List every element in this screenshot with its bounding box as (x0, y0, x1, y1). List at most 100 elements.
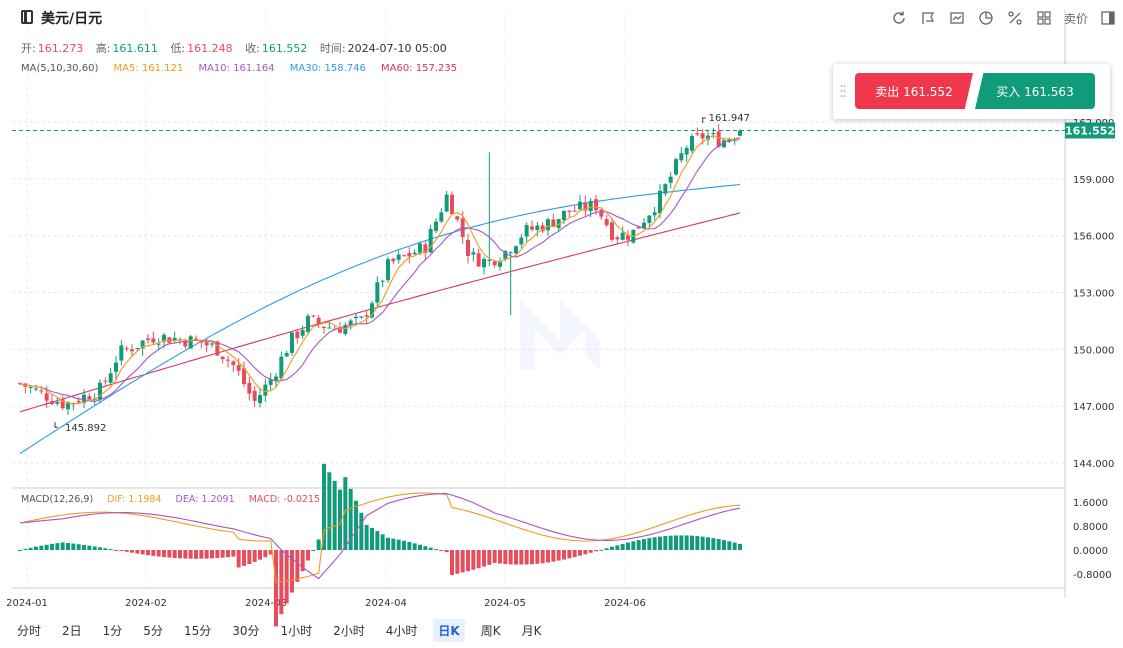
candle[interactable] (226, 355, 230, 368)
candle[interactable] (108, 367, 113, 384)
candle[interactable] (471, 247, 476, 262)
candle[interactable] (412, 249, 417, 255)
period-tab[interactable]: 月K (521, 623, 542, 638)
candle[interactable] (620, 226, 625, 241)
candle[interactable] (380, 279, 385, 288)
candle[interactable] (434, 218, 438, 234)
candle[interactable] (578, 194, 582, 211)
candle[interactable] (615, 235, 620, 245)
candle[interactable] (663, 183, 668, 197)
candle[interactable] (220, 356, 225, 364)
candle[interactable] (210, 341, 214, 348)
candle[interactable] (263, 378, 268, 402)
candle[interactable] (295, 329, 300, 344)
candle[interactable] (391, 257, 396, 265)
candle[interactable] (375, 276, 380, 308)
candle[interactable] (396, 250, 401, 264)
candle[interactable] (450, 191, 454, 215)
candle[interactable] (103, 377, 108, 385)
candle[interactable] (706, 129, 710, 146)
candle[interactable] (178, 337, 182, 345)
candle[interactable] (140, 339, 145, 356)
panel-icon[interactable] (1099, 9, 1117, 27)
candle[interactable] (130, 344, 134, 357)
period-tab[interactable]: 4小时 (385, 623, 418, 638)
candle[interactable] (428, 224, 433, 253)
layout-icon[interactable] (1035, 9, 1053, 27)
candle[interactable] (652, 206, 657, 221)
candle[interactable] (151, 331, 156, 345)
refresh-icon[interactable] (890, 9, 908, 27)
candle[interactable] (524, 222, 529, 243)
candle[interactable] (583, 195, 588, 216)
candle[interactable] (60, 395, 65, 410)
candle[interactable] (684, 145, 689, 162)
sell-button[interactable]: 卖出 161.552 (855, 73, 973, 109)
candle[interactable] (402, 254, 406, 257)
candle[interactable] (519, 234, 524, 249)
candle[interactable] (476, 248, 481, 268)
candle[interactable] (439, 208, 444, 224)
candle[interactable] (604, 215, 609, 227)
candle[interactable] (252, 385, 257, 408)
candle[interactable] (572, 204, 577, 212)
candle[interactable] (284, 350, 289, 357)
candle[interactable] (279, 351, 284, 380)
candle[interactable] (711, 127, 716, 139)
candle[interactable] (114, 356, 118, 380)
candle[interactable] (482, 256, 486, 275)
candle[interactable] (716, 123, 721, 148)
candle[interactable] (455, 215, 460, 222)
candle[interactable] (119, 339, 124, 366)
period-tab[interactable]: 2日 (62, 623, 82, 638)
candle[interactable] (300, 325, 305, 339)
candle[interactable] (642, 218, 646, 229)
candle[interactable] (247, 376, 252, 401)
candle[interactable] (124, 345, 129, 352)
candle[interactable] (594, 194, 598, 215)
period-tab[interactable]: 1分 (102, 623, 123, 638)
candle[interactable] (311, 314, 316, 318)
period-tab[interactable]: 日K (433, 618, 465, 642)
period-tab[interactable]: 15分 (183, 623, 212, 638)
candle[interactable] (674, 157, 678, 176)
period-tab[interactable]: 2小时 (333, 623, 365, 638)
candle[interactable] (55, 396, 60, 406)
candle[interactable] (348, 318, 353, 330)
candle[interactable] (551, 213, 556, 228)
candle[interactable] (167, 336, 172, 344)
candle[interactable] (668, 172, 673, 189)
candle[interactable] (498, 257, 502, 271)
period-tab[interactable]: 1小时 (280, 623, 313, 638)
pie-icon[interactable] (977, 9, 995, 27)
candle[interactable] (695, 127, 700, 137)
candle[interactable] (386, 256, 390, 283)
candle[interactable] (444, 190, 449, 213)
candle[interactable] (407, 247, 412, 264)
candle[interactable] (290, 332, 294, 356)
candle[interactable] (567, 210, 572, 218)
candle[interactable] (466, 233, 470, 264)
candle[interactable] (258, 387, 262, 408)
candle[interactable] (508, 251, 513, 316)
percent-icon[interactable] (1006, 9, 1024, 27)
candle[interactable] (34, 384, 38, 392)
sell-price-label[interactable]: 卖价 (1063, 11, 1088, 26)
candle[interactable] (599, 208, 604, 221)
candle[interactable] (636, 226, 641, 229)
chart-type-icon[interactable] (948, 9, 966, 27)
candle[interactable] (359, 315, 364, 319)
candle[interactable] (322, 326, 326, 334)
candle[interactable] (530, 220, 534, 232)
candle[interactable] (146, 334, 150, 344)
candle[interactable] (556, 219, 561, 232)
candle[interactable] (188, 334, 193, 349)
period-tab[interactable]: 分时 (17, 623, 42, 638)
candle[interactable] (679, 147, 684, 163)
candle[interactable] (268, 372, 273, 391)
candle[interactable] (423, 241, 428, 261)
candle[interactable] (274, 373, 278, 388)
candle[interactable] (690, 133, 694, 154)
candle[interactable] (82, 388, 86, 408)
